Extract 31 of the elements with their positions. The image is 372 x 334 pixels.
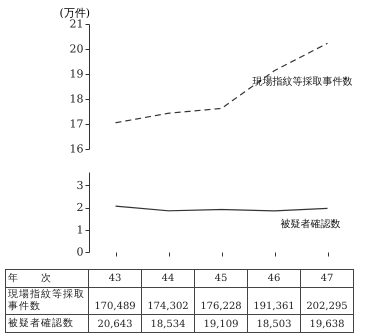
text: 18,503 xyxy=(248,314,300,332)
x-tick-label: 47 xyxy=(300,270,354,288)
text: 191,361 xyxy=(248,288,300,314)
y-tick-label: 21 xyxy=(70,18,84,30)
text: 18,534 xyxy=(142,314,194,332)
y-axis-title: (万件) xyxy=(60,6,90,20)
text: 174,302 xyxy=(142,288,194,314)
x-tick-label: 45 xyxy=(194,270,248,288)
text: 176,228 xyxy=(194,288,248,314)
y-tick-label: 20 xyxy=(70,42,84,56)
text: 19,638 xyxy=(300,314,354,332)
y-tick-label: 16 xyxy=(70,142,84,156)
x-tick-label: 44 xyxy=(142,270,194,288)
text: 202,295 xyxy=(300,288,354,314)
x-tick-label: 46 xyxy=(248,270,300,288)
y-tick-label: 18 xyxy=(70,92,84,106)
text: 19,109 xyxy=(194,314,248,332)
text: 現場指紋等採取事件数 xyxy=(6,288,88,314)
series-label: 現場指紋等採取事件数 xyxy=(252,76,352,88)
y-tick-label: 19 xyxy=(70,68,84,80)
y-tick-label: 1 xyxy=(76,223,84,236)
text: 20,643 xyxy=(88,314,142,332)
y-tick-label: 2 xyxy=(76,201,84,214)
text: 170,489 xyxy=(88,288,142,314)
y-tick-label: 17 xyxy=(70,118,84,130)
series-label: 被疑者確認数 xyxy=(280,218,340,230)
y-tick-label: 0 xyxy=(76,246,84,258)
text: 被疑者確認数 xyxy=(6,314,88,332)
x-axis-title: 年 次 xyxy=(6,270,88,288)
x-tick-label: 43 xyxy=(88,270,142,288)
y-tick-label: 3 xyxy=(76,178,84,192)
